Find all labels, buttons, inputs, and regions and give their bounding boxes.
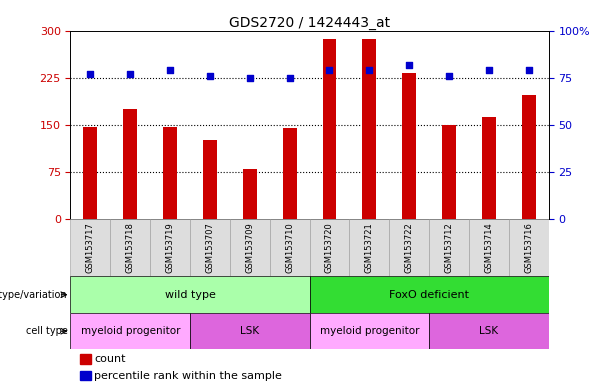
Point	[524, 67, 533, 73]
Bar	[243, 169, 257, 219]
Bar	[389, 219, 429, 276]
Bar	[310, 313, 429, 349]
Point	[284, 74, 294, 81]
Point	[245, 74, 255, 81]
Bar	[362, 39, 376, 219]
Bar	[270, 219, 310, 276]
Text: cell type: cell type	[26, 326, 67, 336]
Point	[325, 67, 335, 73]
Point	[205, 73, 215, 79]
Title: GDS2720 / 1424443_at: GDS2720 / 1424443_at	[229, 16, 390, 30]
Bar	[310, 219, 349, 276]
Bar	[522, 95, 536, 219]
Bar	[429, 219, 469, 276]
Text: wild type: wild type	[165, 290, 215, 300]
Bar	[150, 219, 190, 276]
Bar	[190, 219, 230, 276]
Text: GSM153719: GSM153719	[166, 222, 175, 273]
Point	[444, 73, 454, 79]
Point	[86, 71, 96, 77]
Text: myeloid progenitor: myeloid progenitor	[80, 326, 180, 336]
Text: genotype/variation: genotype/variation	[0, 290, 67, 300]
Text: count: count	[94, 354, 126, 364]
Bar	[70, 276, 310, 313]
Text: GSM153709: GSM153709	[245, 222, 254, 273]
Text: GSM153717: GSM153717	[86, 222, 95, 273]
Bar	[230, 219, 270, 276]
Text: LSK: LSK	[479, 326, 498, 336]
Bar	[110, 219, 150, 276]
Bar	[322, 39, 337, 219]
Text: GSM153712: GSM153712	[444, 222, 454, 273]
Text: GSM153716: GSM153716	[524, 222, 533, 273]
Bar	[70, 313, 190, 349]
Text: GSM153714: GSM153714	[484, 222, 493, 273]
Bar	[482, 117, 496, 219]
Text: GSM153710: GSM153710	[285, 222, 294, 273]
Point	[405, 61, 414, 68]
Bar	[310, 276, 549, 313]
Bar	[163, 127, 177, 219]
Text: GSM153707: GSM153707	[205, 222, 215, 273]
Bar	[123, 109, 137, 219]
Text: GSM153721: GSM153721	[365, 222, 374, 273]
Point	[484, 67, 494, 73]
Text: myeloid progenitor: myeloid progenitor	[319, 326, 419, 336]
Text: GSM153722: GSM153722	[405, 222, 414, 273]
Text: percentile rank within the sample: percentile rank within the sample	[94, 371, 282, 381]
Bar	[190, 313, 310, 349]
Point	[166, 67, 175, 73]
Bar	[402, 73, 416, 219]
Text: LSK: LSK	[240, 326, 259, 336]
Text: GSM153720: GSM153720	[325, 222, 334, 273]
Text: GSM153718: GSM153718	[126, 222, 135, 273]
Bar	[283, 128, 297, 219]
Bar	[509, 219, 549, 276]
Bar	[469, 219, 509, 276]
Point	[125, 71, 135, 77]
Bar	[442, 126, 456, 219]
Bar	[429, 313, 549, 349]
Bar	[83, 127, 97, 219]
Bar	[70, 219, 110, 276]
Text: FoxO deficient: FoxO deficient	[389, 290, 469, 300]
Bar	[203, 141, 217, 219]
Bar	[80, 371, 91, 381]
Bar	[80, 354, 91, 364]
Bar	[349, 219, 389, 276]
Point	[364, 67, 374, 73]
